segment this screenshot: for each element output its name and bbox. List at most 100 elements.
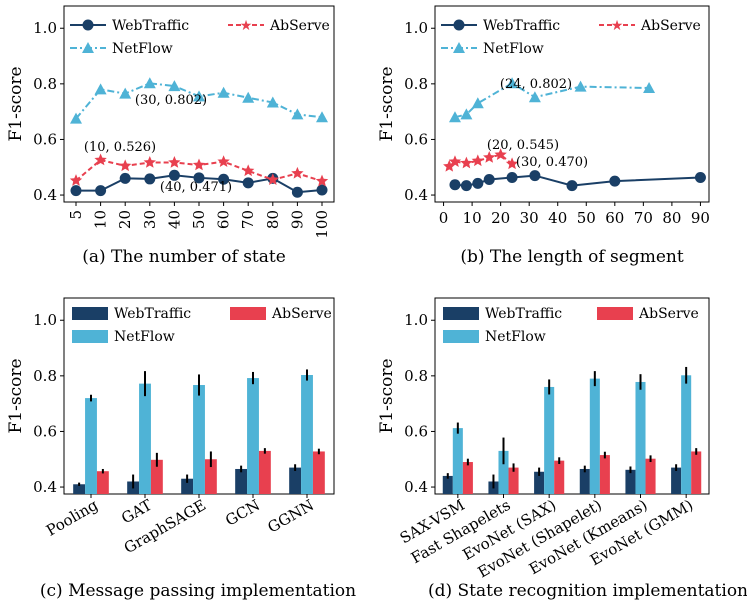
- a-netflow-point: [193, 90, 205, 102]
- legend-c-netflow-label: NetFlow: [114, 329, 175, 345]
- legend-b-abserve-label: AbServe: [640, 18, 701, 34]
- legend-a-netflow-label: NetFlow: [112, 41, 173, 57]
- c-netflow-bar: [139, 383, 151, 494]
- panel-c: F1-score (c) Message passing implementat…: [6, 297, 356, 601]
- d-netflow-bar: [544, 386, 555, 494]
- c-abserve-bar: [204, 459, 217, 494]
- c-abserve-bar: [258, 450, 271, 494]
- c-webtraffic-bar: [289, 467, 302, 494]
- c-netflow-bar: [247, 378, 259, 494]
- annotation-a-3: (40, 0.471): [160, 180, 232, 195]
- b-abserve-point: [505, 157, 519, 170]
- legend-d-abserve-label: AbServe: [638, 306, 699, 322]
- legend-a-webtraffic-marker: [82, 19, 94, 31]
- b-webtraffic-point: [472, 177, 484, 189]
- a-webtraffic-point: [168, 169, 180, 181]
- b-webtraffic-point: [694, 172, 706, 184]
- c-ytick-label: 0.6: [33, 422, 57, 440]
- b-webtraffic-point: [460, 180, 472, 192]
- a-ytick-label: 0.8: [33, 75, 57, 93]
- legend-a-abserve-marker: ★: [240, 18, 253, 34]
- d-webtraffic-bar: [534, 471, 545, 494]
- annotation-a-1: (10, 0.526): [84, 140, 156, 155]
- a-netflow-point: [168, 80, 181, 92]
- panel-a-ylabel: F1-score: [6, 66, 26, 141]
- b-xtick-label: 40: [548, 209, 567, 227]
- a-abserve-point: [315, 174, 329, 187]
- a-xtick-label: 5: [67, 210, 85, 220]
- d-ytick-label: 0.6: [404, 422, 428, 440]
- b-xtick-label: 30: [520, 209, 539, 227]
- c-xtick-label: Pooling: [43, 496, 101, 540]
- a-webtraffic-point: [144, 173, 156, 185]
- legend-b: WebTraffic NetFlow ★ AbServe: [441, 18, 701, 57]
- d-netflow-bar: [452, 428, 463, 494]
- b-ytick-label: 0.6: [404, 130, 428, 148]
- b-xtick-label: 20: [491, 209, 510, 227]
- panel-d-ylabel: F1-score: [377, 358, 397, 433]
- c-xtick-label: GAT: [118, 496, 155, 528]
- a-xtick-label: 90: [288, 210, 306, 229]
- a-abserve-point: [119, 159, 132, 172]
- a-abserve-point: [291, 166, 304, 179]
- legend-a: WebTraffic NetFlow ★ AbServe: [70, 18, 330, 57]
- d-netflow-bar: [635, 381, 646, 494]
- a-abserve-point: [94, 153, 107, 166]
- a-webtraffic-point: [193, 172, 205, 184]
- d-abserve-bar: [599, 455, 610, 494]
- legend-c-netflow-swatch: [72, 330, 108, 343]
- legend-d-abserve-swatch: [597, 307, 633, 320]
- d-netflow-bar: [681, 375, 692, 494]
- b-webtraffic-point: [566, 180, 578, 192]
- b-xtick-label: 80: [662, 209, 681, 227]
- a-netflow-point: [242, 91, 255, 103]
- b-webtraffic-point: [529, 170, 541, 182]
- d-ytick-label: 0.8: [404, 367, 428, 385]
- annotation-b-2: (20, 0.545): [487, 138, 559, 153]
- b-webtraffic-point: [506, 172, 518, 184]
- a-xtick-label: 20: [116, 210, 134, 229]
- b-xtick-label: 10: [463, 209, 482, 227]
- b-abserve-point: [471, 154, 484, 167]
- c-webtraffic-bar: [235, 468, 248, 494]
- legend-b-abserve-marker: ★: [611, 18, 624, 34]
- legend-d: WebTraffic NetFlow AbServe: [443, 306, 699, 345]
- a-webtraffic-point: [119, 172, 131, 184]
- legend-b-netflow-marker: [453, 42, 465, 53]
- a-xtick-label: 100: [313, 210, 331, 239]
- a-ytick-label: 1.0: [33, 19, 57, 37]
- legend-b-netflow-label: NetFlow: [483, 41, 544, 57]
- a-webtraffic-point: [316, 184, 328, 196]
- legend-d-webtraffic-swatch: [443, 307, 479, 320]
- c-xtick-label: GCN: [222, 496, 263, 530]
- d-abserve-bar: [645, 458, 656, 494]
- c-abserve-bar: [96, 471, 109, 494]
- d-abserve-bar: [462, 462, 473, 494]
- annotation-b-3: (30, 0.470): [516, 155, 588, 170]
- panel-b-ylabel: F1-score: [377, 66, 397, 141]
- d-webtraffic-bar: [579, 468, 590, 494]
- a-xtick-label: 40: [165, 210, 183, 229]
- b-netflow-point: [528, 91, 541, 103]
- panel-b-axes-frame: [434, 5, 710, 203]
- d-ytick-label: 0.4: [404, 478, 428, 496]
- a-xtick-label: 10: [92, 210, 110, 229]
- legend-d-webtraffic-label: WebTraffic: [485, 306, 562, 322]
- a-netflow-point: [94, 83, 107, 95]
- a-xtick-label: 60: [215, 210, 233, 229]
- a-xtick-label: 50: [190, 210, 208, 229]
- a-netflow-point: [119, 87, 132, 99]
- b-xtick-label: 90: [691, 209, 710, 227]
- legend-a-webtraffic-label: WebTraffic: [112, 18, 189, 34]
- a-webtraffic-point: [242, 177, 254, 189]
- d-abserve-bar: [508, 467, 519, 494]
- c-webtraffic-bar: [73, 484, 86, 494]
- b-abserve-point: [448, 155, 462, 167]
- d-netflow-bar: [589, 378, 600, 494]
- b-netflow-point: [506, 77, 519, 89]
- legend-c-webtraffic-swatch: [72, 307, 108, 320]
- b-ytick-label: 0.4: [404, 186, 428, 204]
- panel-d: F1-score (d) State recognition implement…: [377, 297, 747, 601]
- a-webtraffic-point: [218, 173, 230, 185]
- d-abserve-bar: [691, 451, 702, 494]
